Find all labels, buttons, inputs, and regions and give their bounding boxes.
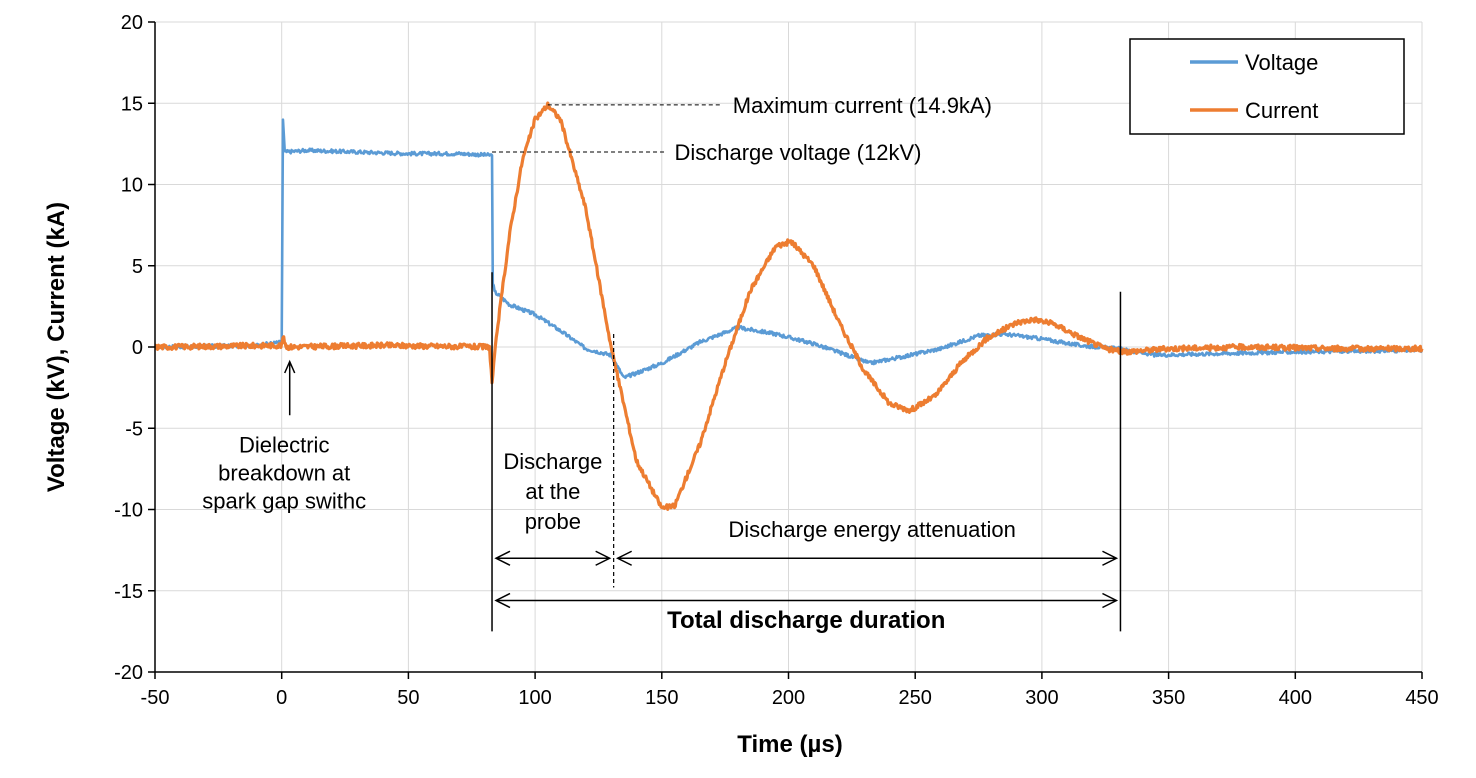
attenuation-arrow-head-left (615, 550, 632, 566)
total-arrow-head-right (1102, 592, 1119, 609)
x-tick-label-0: 0 (276, 687, 287, 709)
x-tick-label-150: 150 (645, 687, 678, 709)
probe-arrow-head-right (595, 550, 612, 566)
y-tick-label--10: -10 (114, 500, 143, 522)
probe-arrow-head-left (494, 550, 511, 566)
x-tick-label-400: 400 (1279, 687, 1312, 709)
probe-label-line-2: probe (525, 509, 581, 534)
y-tick-label-0: 0 (132, 337, 143, 359)
x-tick-label-100: 100 (518, 687, 551, 709)
attenuation-label: Discharge energy attenuation (728, 517, 1015, 542)
y-tick-label-20: 20 (121, 12, 143, 34)
plot-frame (148, 21, 1423, 679)
y-axis-title: Voltage (kV), Current (kA) (43, 202, 70, 492)
breakdown-label-line-2: spark gap swithc (202, 489, 366, 514)
y-tick-label--20: -20 (114, 662, 143, 684)
breakdown-arrow-head (284, 359, 296, 374)
x-axis-title: Time (µs) (737, 731, 842, 758)
x-tick-label--50: -50 (141, 687, 170, 709)
y-tick-label-15: 15 (121, 93, 143, 115)
y-tick-label-5: 5 (132, 256, 143, 278)
legend-box (1129, 38, 1405, 135)
x-tick-label-50: 50 (397, 687, 419, 709)
series-line-voltage (154, 118, 1424, 380)
total-arrow-head-left (494, 592, 511, 609)
y-tick-label--5: -5 (125, 418, 143, 440)
x-tick-label-250: 250 (899, 687, 932, 709)
legend-label-current: Current (1245, 98, 1318, 123)
annotations: Maximum current (14.9kA) Discharge voltag… (202, 93, 1122, 634)
max-current-label: Maximum current (14.9kA) (733, 93, 992, 118)
breakdown-label-line-1: breakdown at (218, 461, 350, 486)
x-tick-label-350: 350 (1152, 687, 1185, 709)
x-tick-label-200: 200 (772, 687, 805, 709)
probe-label-line-0: Discharge (503, 449, 602, 474)
y-tick-label--15: -15 (114, 581, 143, 603)
series-layer (154, 101, 1424, 511)
y-tick-label-10: 10 (121, 175, 143, 197)
attenuation-arrow-head-right (1102, 550, 1119, 566)
x-tick-label-300: 300 (1025, 687, 1058, 709)
legend-label-voltage: Voltage (1245, 50, 1318, 75)
total-duration-label: Total discharge duration (667, 607, 945, 634)
series-line-current (154, 101, 1424, 511)
discharge-voltage-label: Discharge voltage (12kV) (674, 140, 921, 165)
breakdown-label-line-0: Dielectric (239, 433, 329, 458)
legend: Voltage Current (1129, 38, 1405, 135)
probe-label-line-1: at the (525, 479, 580, 504)
x-tick-label-450: 450 (1405, 687, 1438, 709)
